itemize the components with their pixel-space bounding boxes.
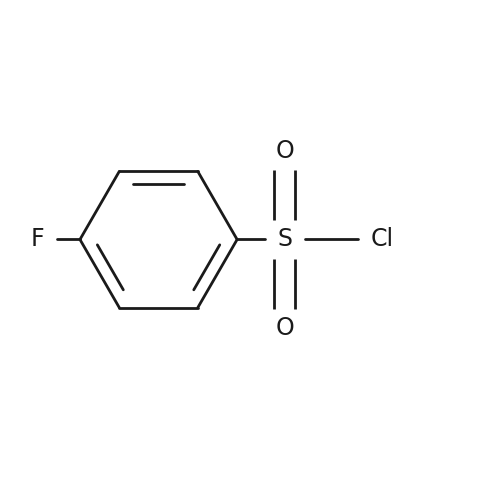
Text: Cl: Cl — [371, 228, 394, 251]
Text: S: S — [277, 228, 292, 251]
Text: O: O — [275, 316, 294, 340]
Text: F: F — [30, 228, 44, 251]
Text: O: O — [275, 139, 294, 163]
